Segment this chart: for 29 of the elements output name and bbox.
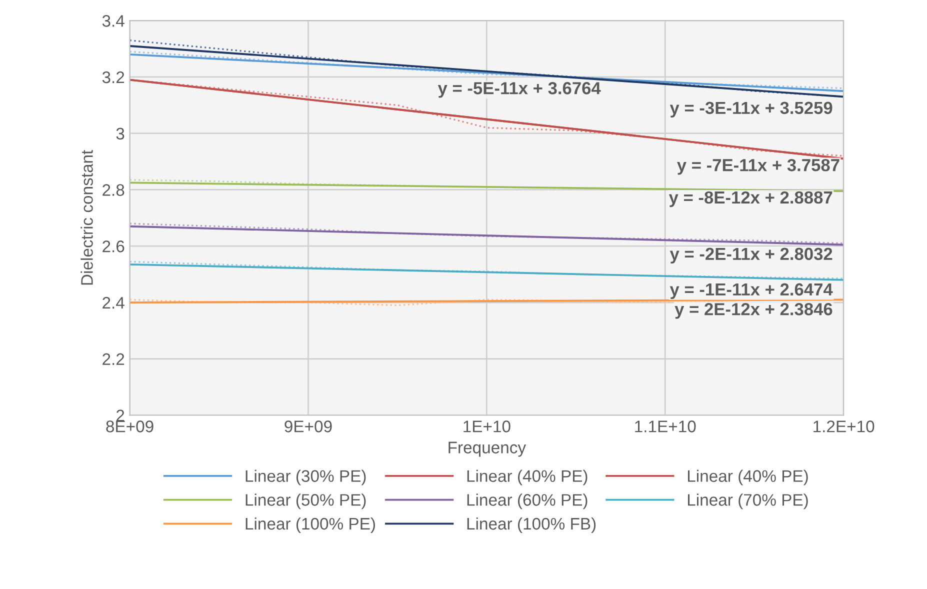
x-tick-label: 1.1E+10 [635, 420, 696, 432]
x-tick-label: 8E+09 [106, 420, 154, 432]
annotation: y = -1E-11x + 2.6474 [670, 283, 833, 300]
legend-label: Linear (100% FB) [467, 517, 596, 533]
legend-label: Linear (50% PE) [246, 494, 366, 510]
y-tick-label: 2.4 [102, 296, 124, 309]
x-tick-label: 1.2E+10 [814, 420, 874, 432]
y-tick-label: 3.4 [102, 15, 124, 27]
legend-label: Linear (30% PE) [246, 470, 366, 486]
x-tick-label: 1E+10 [464, 420, 510, 432]
legend-label: Linear (40% PE) [467, 470, 588, 486]
legend-label: Linear (60% PE) [467, 494, 588, 510]
y-tick-label: 3 [116, 128, 124, 140]
annotation: y = 2E-12x + 2.3846 [674, 303, 832, 319]
y-tick-label: 2.6 [102, 240, 124, 252]
legend-label: Linear (70% PE) [688, 494, 808, 510]
annotation: y = -8E-12x + 2.8887 [668, 191, 832, 208]
y-axis-title: Dielectric constant [80, 150, 93, 285]
annotation: y = -2E-11x + 2.8032 [670, 248, 832, 264]
x-axis-title: Frequency [448, 442, 526, 457]
y-tick-label: 2.2 [102, 353, 124, 365]
x-tick-label: 9E+09 [284, 420, 332, 432]
y-tick-label: 3.2 [102, 71, 124, 84]
y-tick-label: 2.8 [102, 184, 124, 196]
annotation: y = -3E-11x + 3.5259 [670, 102, 832, 118]
annotation: y = -7E-11x + 3.7587 [677, 158, 840, 175]
legend-label: Linear (100% PE) [246, 517, 375, 533]
legend-label: Linear (40% PE) [688, 470, 808, 486]
annotation: y = -5E-11x + 3.6764 [438, 82, 601, 98]
